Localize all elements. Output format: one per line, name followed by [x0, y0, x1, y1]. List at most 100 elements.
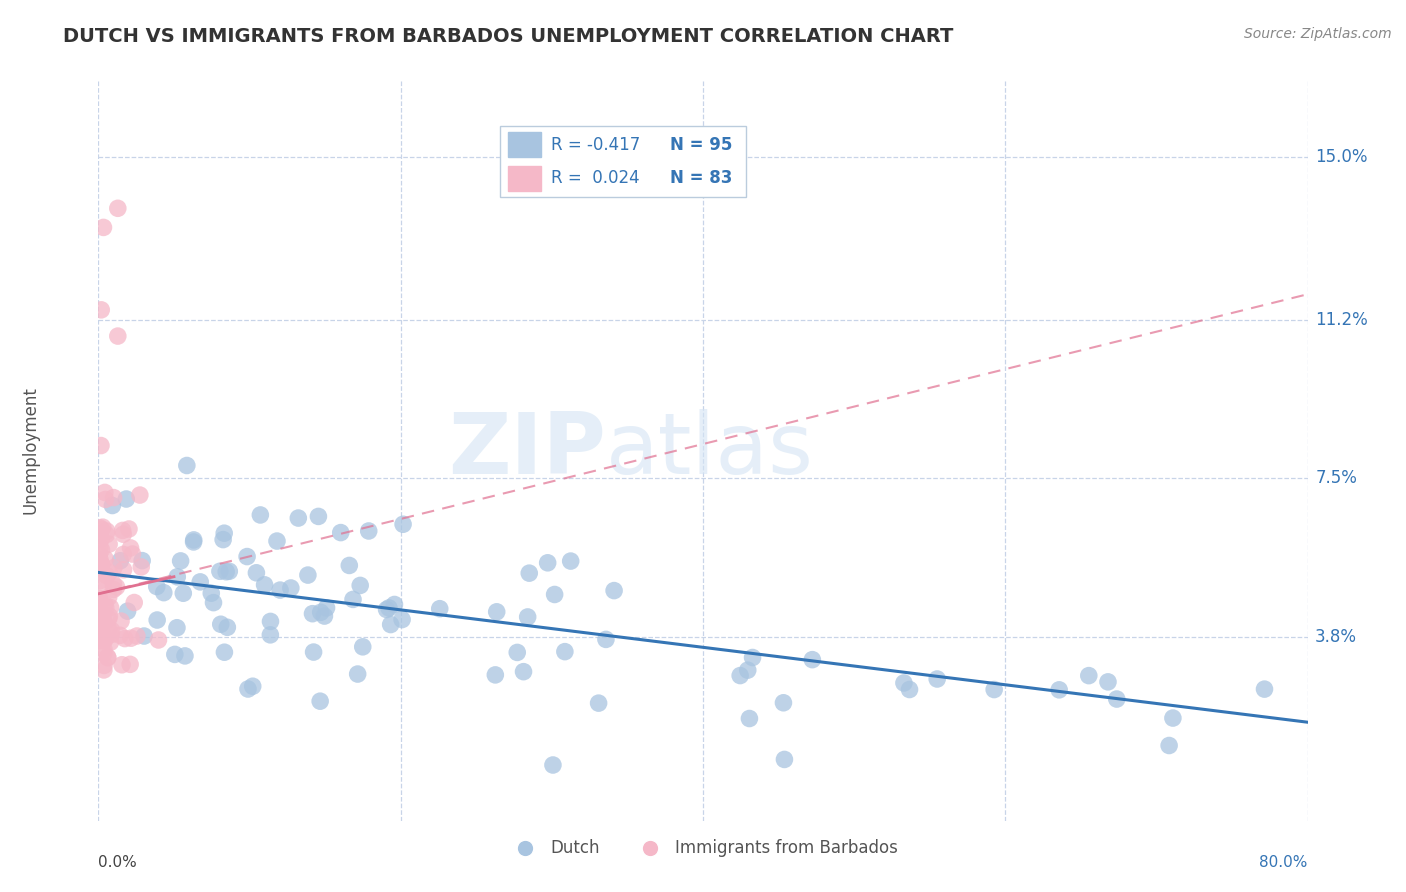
- Point: [245, 566, 267, 580]
- Point: [484, 668, 506, 682]
- Text: 15.0%: 15.0%: [1315, 148, 1368, 166]
- Point: [107, 329, 129, 343]
- Point: [209, 617, 232, 632]
- Point: [208, 564, 231, 578]
- Point: [107, 202, 129, 216]
- Point: [259, 615, 281, 629]
- Point: [96, 527, 118, 541]
- Point: [183, 535, 205, 549]
- Point: [541, 758, 564, 772]
- Point: [94, 492, 117, 507]
- Point: [174, 648, 197, 663]
- Point: [89, 623, 111, 637]
- Point: [391, 613, 413, 627]
- Point: [346, 667, 368, 681]
- Point: [269, 583, 291, 598]
- Point: [349, 578, 371, 592]
- Point: [375, 602, 398, 616]
- Point: [352, 640, 374, 654]
- Legend: Dutch, Immigrants from Barbados: Dutch, Immigrants from Barbados: [502, 833, 904, 864]
- Point: [297, 568, 319, 582]
- Point: [152, 585, 174, 599]
- Point: [1159, 739, 1181, 753]
- Point: [741, 650, 763, 665]
- Point: [101, 499, 124, 513]
- Point: [772, 696, 794, 710]
- Point: [307, 509, 329, 524]
- Point: [801, 653, 824, 667]
- Point: [111, 657, 134, 672]
- Point: [93, 615, 115, 629]
- Point: [91, 579, 114, 593]
- Point: [927, 672, 949, 686]
- Point: [98, 537, 121, 551]
- Point: [384, 598, 406, 612]
- Point: [91, 520, 114, 534]
- Point: [128, 488, 150, 502]
- Point: [103, 560, 125, 574]
- Text: 80.0%: 80.0%: [1260, 855, 1308, 870]
- Point: [89, 521, 111, 535]
- Point: [738, 712, 761, 726]
- Point: [309, 694, 332, 708]
- Point: [217, 620, 239, 634]
- Point: [90, 523, 112, 537]
- Point: [301, 607, 323, 621]
- Point: [329, 525, 352, 540]
- Point: [893, 676, 915, 690]
- Point: [91, 627, 114, 641]
- Text: Source: ZipAtlas.com: Source: ZipAtlas.com: [1244, 27, 1392, 41]
- Text: Unemployment: Unemployment: [21, 386, 39, 515]
- Point: [93, 646, 115, 660]
- Point: [120, 631, 142, 645]
- Point: [121, 547, 143, 561]
- Point: [108, 628, 131, 642]
- Point: [105, 580, 128, 594]
- Point: [728, 668, 751, 682]
- Point: [125, 629, 148, 643]
- Point: [90, 558, 112, 572]
- Point: [337, 558, 360, 573]
- Point: [89, 528, 111, 542]
- Point: [89, 614, 111, 628]
- Point: [129, 560, 152, 574]
- Point: [169, 554, 191, 568]
- Point: [112, 547, 135, 561]
- Point: [516, 610, 538, 624]
- Point: [94, 600, 117, 615]
- Point: [97, 650, 120, 665]
- Point: [93, 658, 115, 673]
- Point: [115, 491, 138, 506]
- Point: [188, 574, 211, 589]
- Point: [898, 682, 921, 697]
- Point: [163, 648, 186, 662]
- Point: [89, 548, 111, 562]
- Text: ZIP: ZIP: [449, 409, 606, 492]
- Text: 7.5%: 7.5%: [1315, 469, 1357, 487]
- Point: [392, 517, 415, 532]
- Point: [93, 663, 115, 677]
- Point: [131, 554, 153, 568]
- Point: [773, 752, 796, 766]
- Point: [737, 663, 759, 677]
- Point: [236, 549, 259, 564]
- Point: [315, 600, 337, 615]
- Point: [176, 458, 198, 473]
- Point: [103, 582, 125, 597]
- Point: [89, 594, 111, 608]
- Point: [554, 645, 576, 659]
- Point: [120, 541, 142, 555]
- Point: [103, 491, 125, 505]
- Point: [94, 485, 117, 500]
- Point: [145, 580, 167, 594]
- Point: [93, 642, 115, 657]
- Point: [560, 554, 582, 568]
- Point: [172, 586, 194, 600]
- Point: [236, 681, 259, 696]
- Text: 0.0%: 0.0%: [98, 855, 138, 870]
- Point: [89, 562, 111, 576]
- Point: [89, 553, 111, 567]
- Point: [202, 596, 225, 610]
- Point: [132, 629, 155, 643]
- Point: [266, 534, 288, 549]
